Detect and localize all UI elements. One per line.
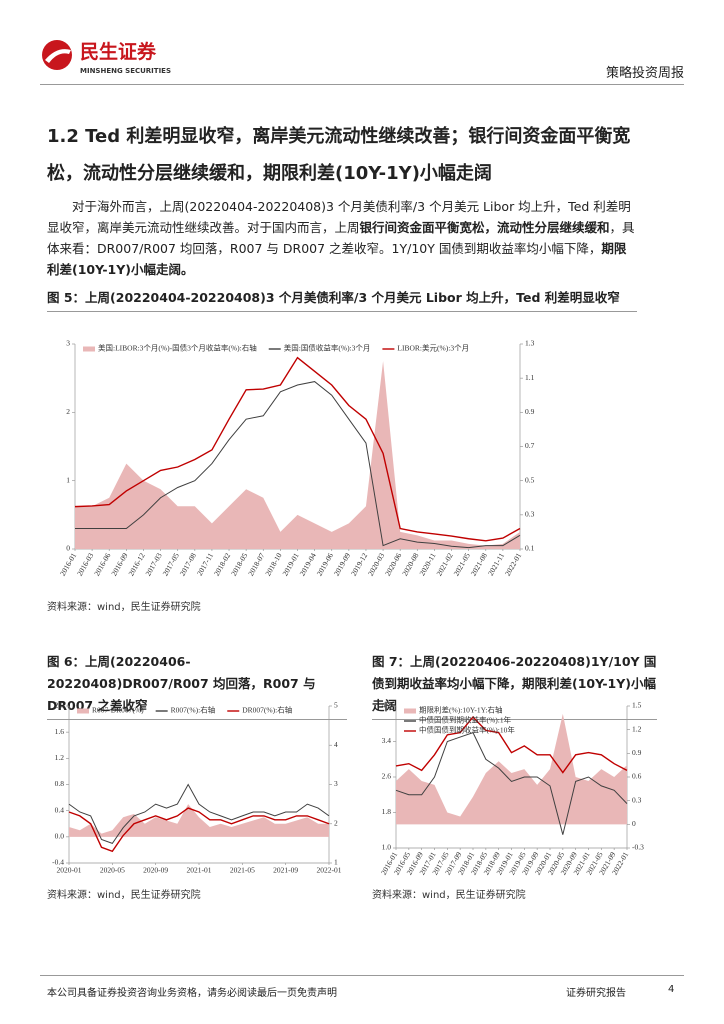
legend-label: LIBOR:美元(%):3个月 bbox=[397, 343, 469, 353]
legend-label: R007(%):右轴 bbox=[171, 705, 216, 715]
logo: 民生证券 MINSHENG SECURITIES bbox=[42, 40, 171, 75]
chart: 1.01.82.63.44.2-0.300.30.60.91.21.52016-… bbox=[379, 701, 644, 877]
line-series bbox=[75, 381, 521, 549]
y2-tick-label: 0.7 bbox=[525, 441, 535, 450]
x-tick-label: 2020-09 bbox=[143, 866, 168, 875]
legend-swatch bbox=[404, 708, 416, 714]
y-tick-label: 1 bbox=[66, 475, 70, 484]
y-tick-label: 1.8 bbox=[382, 807, 392, 816]
x-tick-label: 2021-09 bbox=[273, 866, 298, 875]
y2-tick-label: 3 bbox=[334, 779, 338, 788]
figure-source: 资料来源：wind，民生证券研究院 bbox=[372, 890, 526, 901]
y2-tick-label: 5 bbox=[334, 701, 338, 710]
x-tick-label: 2021-05 bbox=[230, 866, 255, 875]
y2-tick-label: 1.3 bbox=[525, 339, 535, 348]
y2-tick-label: 1.1 bbox=[525, 373, 535, 382]
paragraph-run: ，具体来看：DR007/R007 均回落，R007 与 DR007 之差收窄。1… bbox=[47, 220, 635, 256]
footer-rule bbox=[40, 975, 684, 976]
x-tick-label: 2022-01 bbox=[317, 866, 342, 875]
line-series bbox=[395, 732, 628, 835]
y-tick-label: 2.0 bbox=[55, 701, 65, 710]
x-tick-label: 2020-05 bbox=[100, 866, 125, 875]
legend-label: DR007(%):右轴 bbox=[242, 705, 292, 715]
y-tick-label: 0 bbox=[66, 544, 70, 553]
area-series bbox=[69, 804, 329, 837]
chart: -0.4 0.0 0.4 0.8 1.2 1.6 2.0 1 2 3 4 5 2020-01 2020-0… bbox=[52, 701, 342, 875]
legend-label: 中债国债到期收益率(%):1年 bbox=[419, 715, 512, 725]
line-series bbox=[68, 783, 330, 844]
y2-tick-label: 0.5 bbox=[525, 475, 535, 484]
line-series bbox=[74, 356, 521, 542]
figure-source: 资料来源：wind，民生证券研究院 bbox=[47, 890, 201, 901]
y2-tick-label: 1.5 bbox=[632, 701, 642, 710]
figure-source: 资料来源：wind，民生证券研究院 bbox=[47, 602, 201, 613]
paragraph-run: 期限利差(10Y-1Y)小幅走阔。 bbox=[47, 241, 627, 277]
header-rule bbox=[40, 84, 684, 85]
y-tick-label: 3.4 bbox=[382, 736, 392, 745]
paragraph-run: 银行间资金面平衡宽松，流动性分层继续缓和 bbox=[359, 220, 610, 235]
y-tick-label: 0.8 bbox=[55, 779, 65, 788]
x-tick-label: 2021-01 bbox=[187, 866, 212, 875]
figure-caption: 图 5：上周(20220404-20220408)3 个月美债利率/3 个月美元… bbox=[47, 287, 637, 312]
legend-label: R007-DR007(%) bbox=[92, 706, 144, 715]
y-tick-label: 1.6 bbox=[55, 727, 65, 736]
chart: 01230.10.30.50.70.91.11.32016-012016-032… bbox=[58, 339, 535, 578]
figure-caption: 图 6：上周(20220406-20220408)DR007/R007 均回落，… bbox=[47, 651, 347, 720]
y2-tick-label: -0.3 bbox=[632, 843, 644, 852]
y-tick-label: 2 bbox=[66, 407, 70, 416]
logo-en: MINSHENG SECURITIES bbox=[80, 67, 171, 75]
legend-label: 美国:国债收益率(%):3个月 bbox=[284, 343, 371, 353]
y2-tick-label: 0.6 bbox=[632, 772, 642, 781]
y2-tick-label: 0 bbox=[632, 819, 636, 828]
y2-tick-label: 0.3 bbox=[632, 795, 642, 804]
legend-swatch bbox=[77, 708, 89, 714]
y-tick-label: 2.6 bbox=[382, 772, 392, 781]
footer-disclaimer: 本公司具备证券投资咨询业务资格，请务必阅读最后一页免责声明 bbox=[47, 988, 337, 999]
y-tick-label: 1.2 bbox=[55, 753, 65, 762]
logo-cn: 民生证券 bbox=[80, 40, 157, 63]
area-series bbox=[75, 361, 520, 549]
y-tick-label: 0.4 bbox=[55, 805, 65, 814]
y2-tick-label: 0.9 bbox=[525, 407, 535, 416]
y-tick-label: 0.0 bbox=[55, 832, 65, 841]
figure-caption: 图 7：上周(20220406-20220408)1Y/10Y 国债到期收益率均… bbox=[372, 651, 657, 720]
area-series bbox=[396, 713, 627, 825]
y2-tick-label: 4 bbox=[334, 740, 338, 749]
y-tick-label: -0.4 bbox=[52, 858, 64, 867]
paragraph: 对于海外而言，上周(20220404-20220408)3 个月美债利率/3 个… bbox=[47, 196, 637, 280]
x-tick-label: 2022-01 bbox=[503, 551, 523, 577]
y-tick-label: 1.0 bbox=[382, 843, 392, 852]
y2-tick-label: 1 bbox=[334, 858, 338, 867]
footer-label: 证券研究报告 bbox=[566, 988, 626, 999]
legend-label: 中债国债到期收益率(%):10年 bbox=[419, 725, 515, 735]
report-type: 策略投资周报 bbox=[605, 66, 684, 81]
y2-tick-label: 1.2 bbox=[632, 724, 642, 733]
legend-swatch bbox=[83, 346, 95, 352]
x-tick-label: 2020-01 bbox=[57, 866, 82, 875]
y2-tick-label: 0.1 bbox=[525, 544, 535, 553]
legend-label: 美国:LIBOR:3个月(%)-国债3个月收益率(%):右轴 bbox=[98, 343, 257, 353]
y2-tick-label: 2 bbox=[334, 818, 338, 827]
legend-label: 期限利差(%):10Y-1Y:右轴 bbox=[419, 705, 502, 715]
paragraph-run: 对于海外而言，上周(20220404-20220408)3 个月美债利率/3 个… bbox=[47, 199, 631, 235]
line-series bbox=[395, 716, 628, 774]
y-tick-label: 4.2 bbox=[382, 701, 392, 710]
page-number: 4 bbox=[668, 984, 675, 995]
y-tick-label: 3 bbox=[66, 339, 70, 348]
section-heading: 1.2 Ted 利差明显收窄，离岸美元流动性继续改善；银行间资金面平衡宽松，流动… bbox=[47, 126, 631, 184]
line-series bbox=[68, 807, 330, 853]
y2-tick-label: 0.9 bbox=[632, 748, 642, 757]
y2-tick-label: 0.3 bbox=[525, 510, 535, 519]
